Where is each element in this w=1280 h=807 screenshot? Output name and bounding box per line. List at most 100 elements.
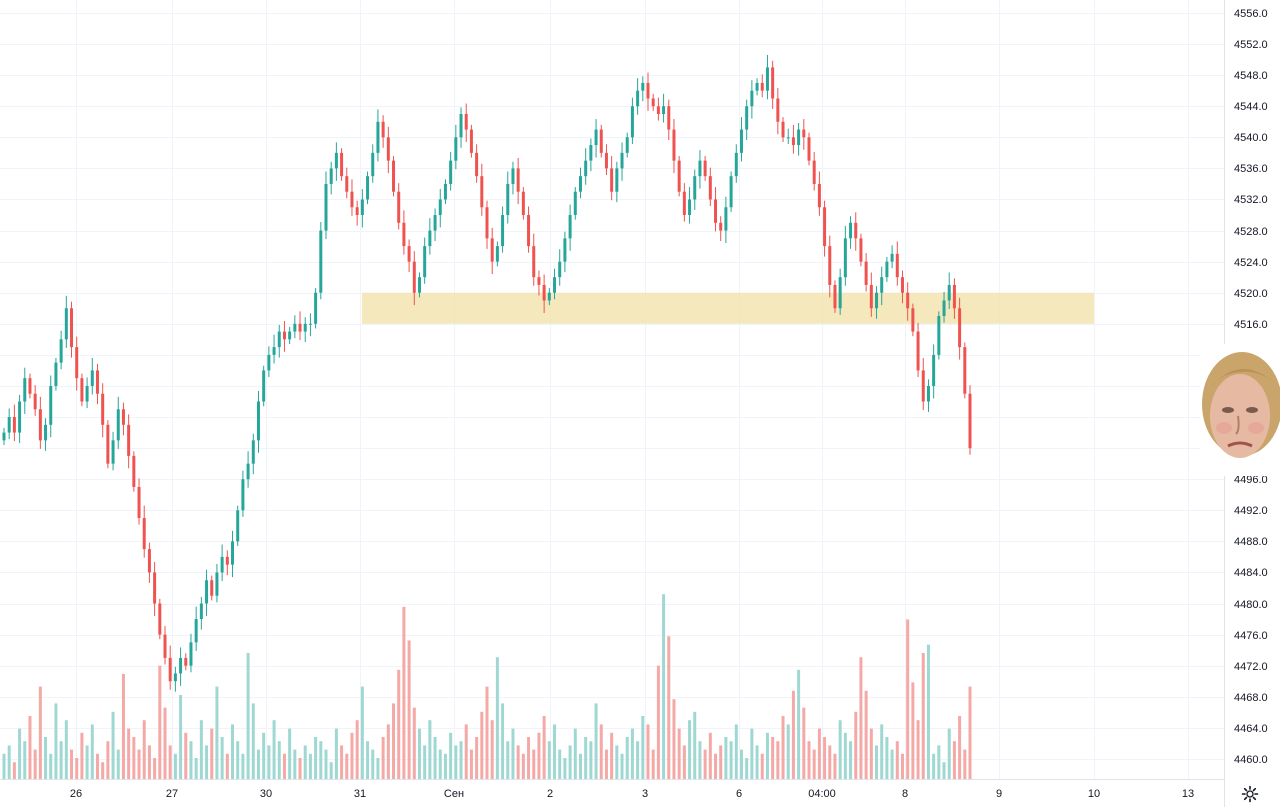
volume-bar: [781, 716, 785, 779]
candle-body: [90, 370, 94, 386]
candle-body: [70, 308, 74, 348]
candle-body: [703, 160, 707, 177]
candle-body: [589, 145, 593, 161]
candle-body: [433, 215, 437, 231]
volume-bar: [760, 753, 764, 779]
candle-body: [163, 634, 167, 658]
volume-bar: [44, 737, 48, 779]
volume-bar: [454, 745, 458, 779]
volume-bar: [604, 749, 608, 779]
time-tick-label: 6: [736, 788, 742, 800]
volume-bar: [18, 728, 22, 779]
volume-bar: [547, 741, 551, 779]
volume-bar: [262, 732, 266, 779]
volume-bar: [714, 753, 718, 779]
volume-bar: [521, 753, 525, 779]
time-axis[interactable]: 26 27 30 31 Сен 2 3 6 04:00 8 9 10 13: [70, 788, 1194, 800]
candle-body: [371, 152, 375, 177]
volume-bar: [828, 745, 832, 779]
price-tick-label: 4548.0: [1234, 70, 1268, 82]
volume-bar: [397, 669, 401, 779]
volume-bar: [475, 737, 479, 779]
candle-body: [397, 191, 401, 223]
volume-bar: [537, 732, 541, 779]
volume-bar: [506, 741, 510, 779]
volume-bar: [469, 749, 473, 779]
candle-body: [537, 277, 541, 285]
time-tick-label: Сен: [444, 788, 464, 800]
gear-icon: [1241, 785, 1259, 803]
candle-body: [199, 603, 203, 620]
candle-body: [542, 284, 546, 301]
candle-body: [246, 463, 250, 480]
price-tick-label: 4520.0: [1234, 288, 1268, 300]
volume-bar: [677, 728, 681, 779]
volume-bar: [163, 707, 167, 779]
volume-bar: [630, 728, 634, 779]
candle-body: [553, 277, 557, 293]
volume-bar: [376, 758, 380, 779]
candle-body: [189, 642, 193, 666]
candle-body: [49, 385, 53, 425]
volume-bar: [371, 749, 375, 779]
candle-body: [85, 385, 89, 402]
volume-bar: [843, 732, 847, 779]
candle-body: [734, 152, 738, 177]
candle-body: [656, 106, 660, 115]
candle-body: [854, 222, 858, 239]
candle-body: [459, 114, 463, 138]
volume-bar: [111, 711, 115, 779]
candle-body: [314, 292, 318, 324]
candle-body: [547, 292, 551, 301]
chart-settings-button[interactable]: [1238, 782, 1262, 806]
candle-body: [345, 176, 349, 192]
candle-body: [719, 222, 723, 231]
volume-bar: [70, 749, 74, 779]
volume-bar: [59, 741, 63, 779]
volume-bar: [656, 665, 660, 779]
candle-body: [158, 603, 162, 635]
volume-bar: [895, 741, 899, 779]
price-tick-label: 4464.0: [1234, 723, 1268, 735]
volume-bar: [807, 741, 811, 779]
volume-bar: [345, 753, 349, 779]
volume-bar: [573, 728, 577, 779]
candle-body: [880, 277, 884, 293]
candle-body: [610, 168, 614, 192]
volume-bar: [568, 745, 572, 779]
candle-body: [906, 292, 910, 309]
candle-body: [604, 152, 608, 169]
candle-body: [75, 347, 79, 379]
time-tick-label: 8: [902, 788, 908, 800]
candle-body: [95, 370, 99, 394]
candle-body: [329, 168, 333, 184]
volume-bar: [438, 749, 442, 779]
time-tick-label: 30: [260, 788, 272, 800]
price-tick-label: 4480.0: [1234, 599, 1268, 611]
candle-body: [464, 114, 468, 130]
candle-body: [630, 106, 634, 138]
volume-bar: [599, 724, 603, 779]
volume-bar: [952, 741, 956, 779]
price-axis[interactable]: 4556.0 4552.0 4548.0 4544.0 4540.0 4536.0 4532…: [1234, 8, 1268, 766]
candle-body: [750, 90, 754, 107]
candle-body: [786, 137, 790, 139]
volume-bar: [272, 720, 276, 779]
candle-body: [501, 215, 505, 247]
volume-bar: [791, 690, 795, 779]
candle-body: [277, 331, 281, 348]
candle-body: [916, 331, 920, 371]
volume-bar: [407, 640, 411, 779]
volume-bar: [288, 728, 292, 779]
price-tick-label: 4516.0: [1234, 319, 1268, 331]
volume-bar: [838, 720, 842, 779]
candle-body: [205, 580, 209, 604]
zone-rect: [362, 292, 1094, 324]
volume-bar: [584, 737, 588, 779]
candles: [2, 54, 972, 692]
volume-bar: [786, 724, 790, 779]
candle-body: [449, 160, 453, 184]
candle-body: [173, 673, 177, 682]
volume-bar: [890, 749, 894, 779]
